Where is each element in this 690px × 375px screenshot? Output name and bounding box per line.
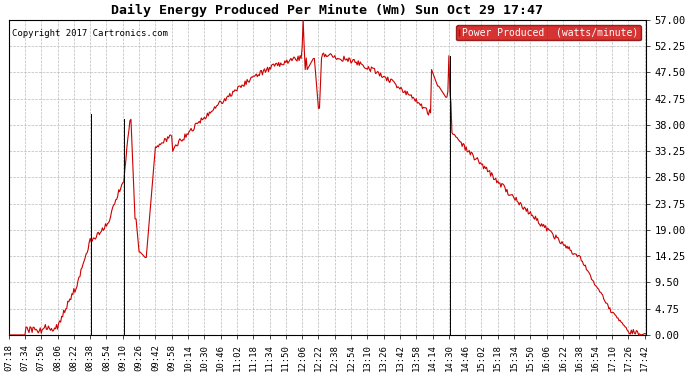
Title: Daily Energy Produced Per Minute (Wm) Sun Oct 29 17:47: Daily Energy Produced Per Minute (Wm) Su… [111,4,543,17]
Text: Copyright 2017 Cartronics.com: Copyright 2017 Cartronics.com [12,29,168,38]
Legend: Power Produced  (watts/minute): Power Produced (watts/minute) [455,25,641,40]
